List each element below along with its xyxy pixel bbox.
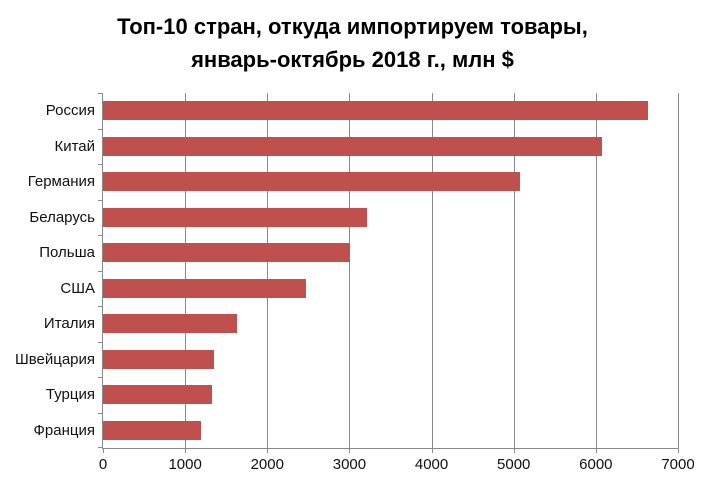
gridline <box>678 93 679 448</box>
y-category-label: Франция <box>33 421 95 439</box>
x-tick-mark <box>267 448 269 453</box>
plot-area: Россия Китай Германия Беларусь Польша США Итал… <box>15 93 695 473</box>
x-tick-mark <box>103 448 104 453</box>
y-tick-mark <box>98 235 103 236</box>
bar <box>103 172 521 192</box>
x-tick-label: 5000 <box>497 456 531 473</box>
bar <box>103 207 367 227</box>
x-tick-label: 4000 <box>414 456 449 473</box>
x-tick-mark <box>349 448 351 453</box>
y-category-label: Китай <box>54 137 95 155</box>
x-tick-mark <box>595 448 597 453</box>
bar <box>103 278 306 298</box>
y-tick-mark <box>98 93 103 94</box>
x-tick-mark <box>431 448 433 453</box>
y-category-label: Польша <box>39 244 95 261</box>
y-tick-mark <box>98 412 103 414</box>
y-category-label: Россия <box>45 102 95 119</box>
x-tick-mark <box>678 448 679 453</box>
y-category-label: Турция <box>45 386 95 403</box>
y-tick-mark <box>98 447 103 448</box>
y-tick-mark <box>98 164 103 165</box>
x-tick-label: 7000 <box>661 456 695 473</box>
bar <box>103 420 201 440</box>
bar <box>103 314 237 334</box>
x-tick-label: 0 <box>98 456 108 473</box>
x-tick-label: 1000 <box>168 456 202 473</box>
x-tick-label: 2000 <box>250 456 284 473</box>
y-tick-mark <box>98 128 103 130</box>
y-tick-mark <box>98 341 103 343</box>
bar <box>103 385 213 405</box>
y-tick-mark <box>98 306 103 307</box>
y-category-label: Швейцария <box>14 350 95 368</box>
y-category-label: Беларусь <box>29 208 95 226</box>
bar <box>103 101 648 121</box>
y-category-label: Германия <box>27 173 95 190</box>
chart-title: Топ-10 стран, откуда импортируем товары,… <box>0 10 705 76</box>
gridline <box>267 93 269 448</box>
y-category-label: Италия <box>43 315 95 332</box>
gridline <box>185 93 187 448</box>
x-tick-label: 6000 <box>579 456 613 473</box>
bar <box>103 349 214 369</box>
y-tick-mark <box>98 377 103 378</box>
gridline <box>349 93 351 448</box>
y-tick-mark <box>98 270 103 272</box>
gridline <box>431 93 433 448</box>
gridline <box>595 93 597 448</box>
y-category-label: США <box>60 279 95 297</box>
x-tick-label: 3000 <box>332 456 367 473</box>
x-tick-mark <box>513 448 515 453</box>
bar <box>103 243 351 263</box>
y-tick-mark <box>98 199 103 201</box>
x-tick-mark <box>185 448 187 453</box>
bar <box>103 136 603 156</box>
gridline <box>513 93 515 448</box>
chart-title-line2: январь-октябрь 2018 г., млн $ <box>191 47 514 72</box>
chart-title-line1: Топ-10 стран, откуда импортируем товары, <box>117 14 588 39</box>
